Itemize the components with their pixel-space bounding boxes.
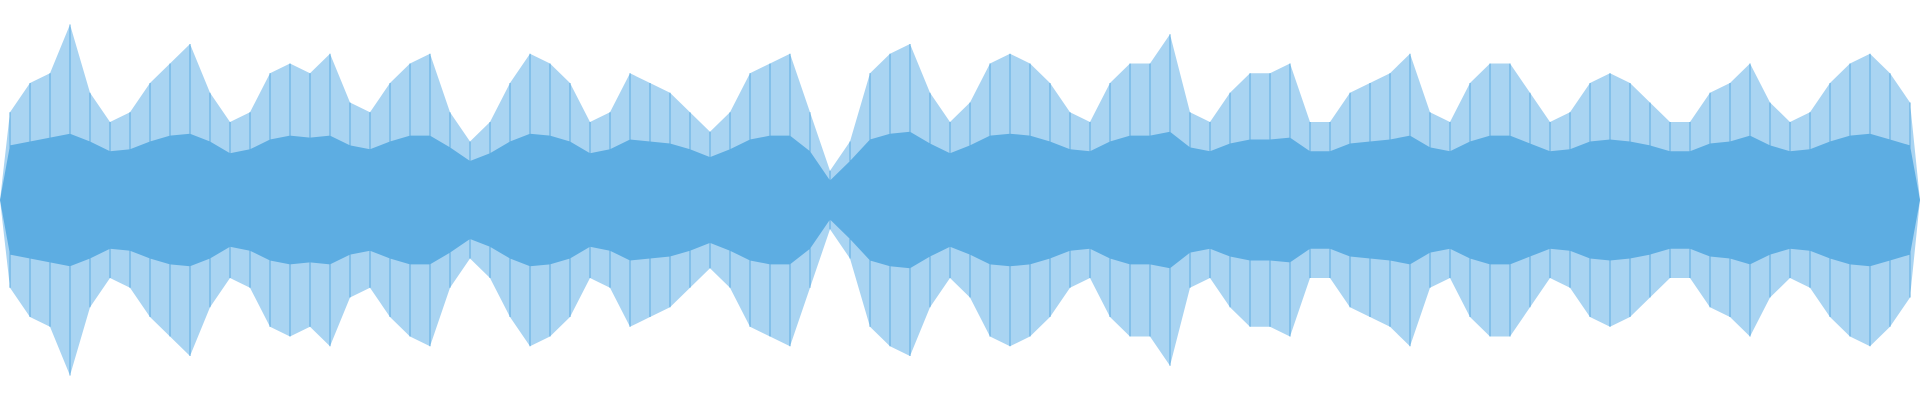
waveform-rms-lower xyxy=(0,200,1920,269)
waveform-rms-upper xyxy=(0,131,1920,200)
